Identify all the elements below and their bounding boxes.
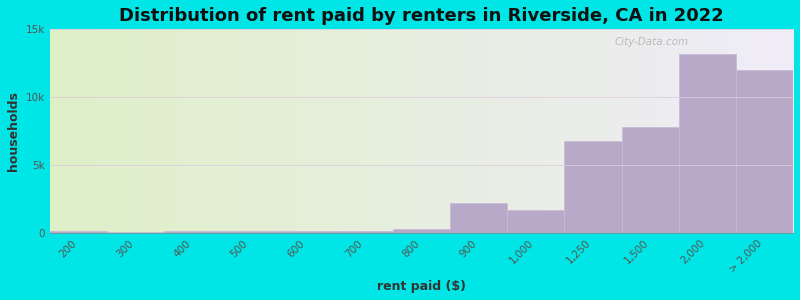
X-axis label: rent paid ($): rent paid ($) [377,280,466,293]
Bar [678,54,736,233]
Bar [164,230,222,233]
Bar [336,231,393,233]
Bar [736,70,793,233]
Bar [50,230,107,233]
Bar [450,203,507,233]
Bar [564,141,622,233]
Y-axis label: households: households [7,91,20,171]
Bar [393,229,450,233]
Title: Distribution of rent paid by renters in Riverside, CA in 2022: Distribution of rent paid by renters in … [119,7,724,25]
Bar [622,127,678,233]
Text: City-Data.com: City-Data.com [614,38,689,47]
Bar [278,231,336,233]
Bar [107,232,164,233]
Bar [507,210,564,233]
Bar [222,230,278,233]
